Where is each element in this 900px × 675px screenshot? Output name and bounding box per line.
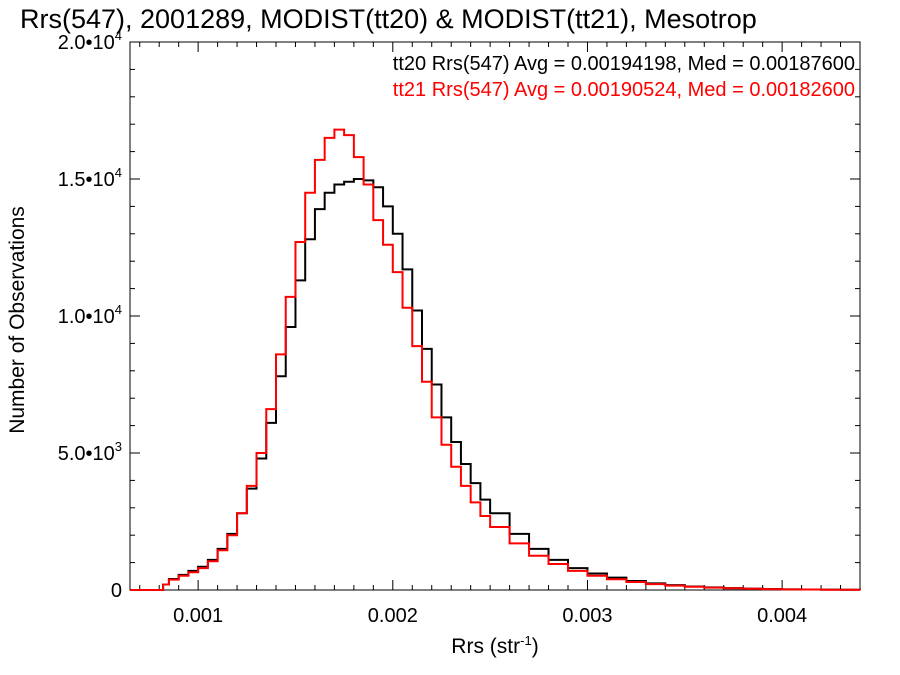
series-group [130, 128, 861, 591]
chart-title: Rrs(547), 2001289, MODIST(tt20) & MODIST… [20, 4, 757, 34]
legend: tt20 Rrs(547) Avg = 0.00194198, Med = 0.… [393, 53, 855, 101]
x-axis: 0.001 0.002 0.003 0.004 [139, 42, 861, 627]
legend-entry-tt20: tt20 Rrs(547) Avg = 0.00194198, Med = 0.… [393, 53, 855, 75]
legend-entry-tt21: tt21 Rrs(547) Avg = 0.00190524, Med = 0.… [393, 79, 855, 101]
x-axis-label: Rrs (str-1) [451, 633, 538, 658]
y-axis: 0 5.0•103 1.0•104 1.5•104 2.0•104 [58, 28, 860, 602]
y-tick-label: 1.5•104 [58, 165, 122, 191]
x-tick-label: 0.004 [757, 605, 807, 627]
series-tt20 [130, 178, 861, 591]
x-tick-label: 0.003 [562, 605, 612, 627]
y-tick-label: 1.0•104 [58, 302, 122, 328]
y-tick-label: 0 [111, 580, 122, 602]
y-axis-label: Number of Observations [6, 206, 29, 434]
plot-frame [129, 41, 861, 591]
y-tick-label: 5.0•103 [58, 439, 122, 465]
x-tick-label: 0.001 [173, 605, 223, 627]
y-tick-label: 2.0•104 [58, 28, 122, 54]
series-tt21 [130, 128, 861, 591]
x-tick-label: 0.002 [368, 605, 418, 627]
